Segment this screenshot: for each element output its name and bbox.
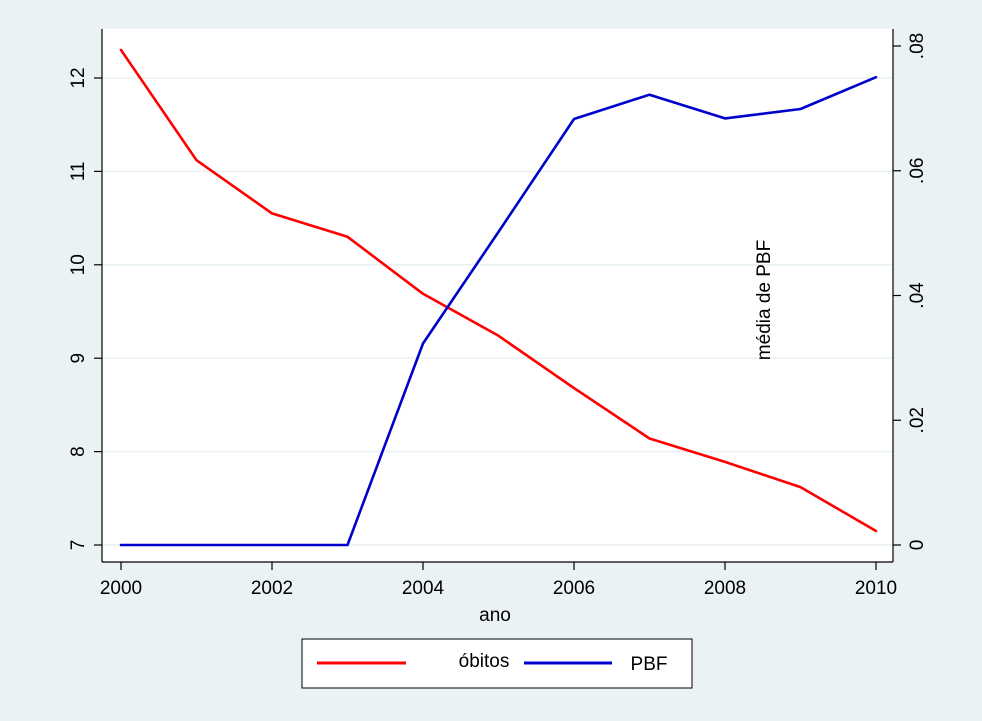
x-tick-label: 2002 (251, 578, 293, 599)
y-right-tick-label: 0 (907, 540, 928, 551)
y-left-tick-label: 12 (68, 67, 89, 88)
y-left-tick-label: 9 (68, 353, 89, 364)
x-tick-label: 2006 (553, 578, 595, 599)
series-line-pbf (119, 75, 878, 547)
series-line-obitos (119, 48, 878, 533)
ticks: 7 8 9 10 11 12 0 .02 .04 .06 .08 2000 2002 2004 2006 20… (68, 33, 928, 599)
x-tick-label: 2000 (100, 578, 142, 599)
x-tick-label: 2010 (855, 578, 897, 599)
y-left-tick-label: 11 (68, 162, 89, 182)
y-right-tick-label: .08 (907, 33, 928, 59)
y-left-tick-label: 10 (68, 254, 89, 275)
legend-label-obitos: óbitos (459, 651, 510, 672)
y-left-tick-label: 8 (68, 446, 89, 457)
y-right-tick-label: .02 (907, 407, 928, 433)
x-axis-label: ano (479, 605, 511, 626)
y-right-tick-label: .06 (907, 158, 928, 184)
y-left-tick-label: 7 (68, 540, 89, 551)
x-tick-label: 2004 (402, 578, 445, 599)
legend: óbitos PBF (301, 638, 693, 689)
y-right-axis-label: média de PBF (754, 240, 775, 360)
series (119, 48, 878, 547)
y-right-tick-label: .04 (907, 282, 928, 309)
x-tick-label: 2008 (704, 578, 746, 599)
legend-label-pbf: PBF (631, 654, 668, 675)
